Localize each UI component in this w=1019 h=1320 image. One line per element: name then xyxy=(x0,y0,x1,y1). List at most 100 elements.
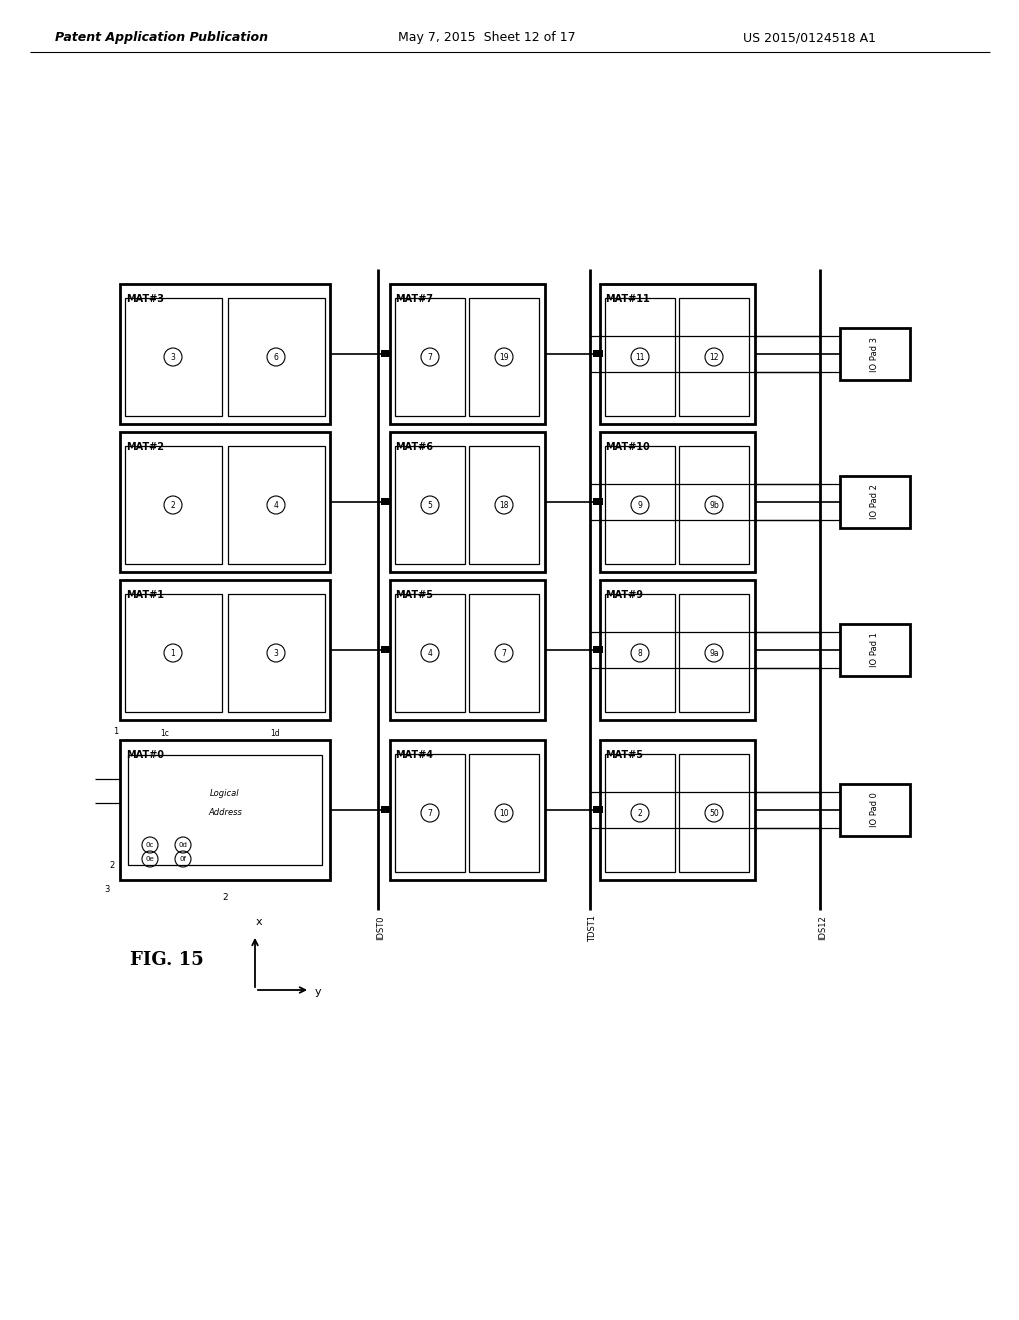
Bar xyxy=(381,350,390,356)
Text: IO Pad 3: IO Pad 3 xyxy=(869,337,878,371)
Text: MAT#4: MAT#4 xyxy=(394,750,433,760)
Text: Logical: Logical xyxy=(210,789,239,799)
Text: IDS12: IDS12 xyxy=(817,915,826,940)
Text: MAT#9: MAT#9 xyxy=(604,590,642,601)
Bar xyxy=(469,594,538,711)
Text: 0c: 0c xyxy=(146,842,154,847)
Bar xyxy=(679,754,748,873)
Text: MAT#5: MAT#5 xyxy=(604,750,642,760)
Bar xyxy=(394,298,465,416)
Text: IO Pad 1: IO Pad 1 xyxy=(869,632,878,668)
Text: 2: 2 xyxy=(110,861,115,870)
Text: MAT#6: MAT#6 xyxy=(394,442,433,451)
Text: 1c: 1c xyxy=(160,729,169,738)
Bar xyxy=(389,579,544,719)
Bar xyxy=(394,594,465,711)
Bar xyxy=(127,755,322,865)
Bar xyxy=(228,298,325,416)
Text: 19: 19 xyxy=(498,352,508,362)
Text: MAT#3: MAT#3 xyxy=(126,294,164,304)
Bar xyxy=(381,645,390,653)
Text: 9: 9 xyxy=(637,500,642,510)
Text: MAT#10: MAT#10 xyxy=(604,442,649,451)
Bar xyxy=(599,741,754,880)
Text: 7: 7 xyxy=(427,808,432,817)
Text: 3: 3 xyxy=(105,886,110,895)
Text: 12: 12 xyxy=(708,352,718,362)
Bar xyxy=(469,298,538,416)
Text: 8: 8 xyxy=(637,648,642,657)
Bar xyxy=(840,477,909,528)
Text: US 2015/0124518 A1: US 2015/0124518 A1 xyxy=(743,32,875,45)
Bar xyxy=(604,298,675,416)
Bar xyxy=(599,432,754,572)
Bar xyxy=(840,327,909,380)
Bar xyxy=(679,594,748,711)
Bar xyxy=(389,432,544,572)
Text: IO Pad 0: IO Pad 0 xyxy=(869,792,878,828)
Text: 5: 5 xyxy=(427,500,432,510)
Bar xyxy=(228,446,325,564)
Bar xyxy=(679,298,748,416)
Text: 3: 3 xyxy=(273,648,278,657)
Text: IDST0: IDST0 xyxy=(376,915,385,940)
Text: 11: 11 xyxy=(635,352,644,362)
Text: 6: 6 xyxy=(273,352,278,362)
Text: 18: 18 xyxy=(498,500,508,510)
Text: 7: 7 xyxy=(501,648,506,657)
Bar xyxy=(228,594,325,711)
Bar xyxy=(120,579,330,719)
Text: 1d: 1d xyxy=(270,729,279,738)
Bar xyxy=(394,446,465,564)
Bar xyxy=(840,624,909,676)
Text: x: x xyxy=(256,917,262,927)
Bar xyxy=(120,741,330,880)
Bar xyxy=(469,754,538,873)
Text: TDST1: TDST1 xyxy=(588,915,597,942)
Bar xyxy=(125,298,222,416)
Text: FIG. 15: FIG. 15 xyxy=(129,950,204,969)
Bar xyxy=(381,807,390,813)
Text: 0e: 0e xyxy=(146,855,154,862)
Text: 9b: 9b xyxy=(708,500,718,510)
Text: MAT#11: MAT#11 xyxy=(604,294,649,304)
Text: IO Pad 2: IO Pad 2 xyxy=(869,484,878,520)
Bar xyxy=(389,741,544,880)
Text: 3: 3 xyxy=(170,352,175,362)
Text: y: y xyxy=(315,987,321,997)
Bar xyxy=(394,754,465,873)
Text: 9a: 9a xyxy=(708,648,718,657)
Bar xyxy=(604,446,675,564)
Text: 2: 2 xyxy=(170,500,175,510)
Text: 0f: 0f xyxy=(179,855,186,862)
Text: 0d: 0d xyxy=(178,842,187,847)
Bar xyxy=(604,594,675,711)
Bar xyxy=(389,284,544,424)
Text: 4: 4 xyxy=(427,648,432,657)
Bar xyxy=(120,284,330,424)
Text: 2: 2 xyxy=(637,808,642,817)
Bar xyxy=(592,645,602,653)
Bar xyxy=(604,754,675,873)
Text: MAT#5: MAT#5 xyxy=(394,590,433,601)
Text: MAT#0: MAT#0 xyxy=(126,750,164,760)
Text: 1: 1 xyxy=(113,727,118,737)
Text: 10: 10 xyxy=(498,808,508,817)
Text: MAT#7: MAT#7 xyxy=(394,294,433,304)
Bar xyxy=(599,284,754,424)
Bar xyxy=(592,498,602,506)
Bar xyxy=(599,579,754,719)
Text: Address: Address xyxy=(208,808,242,817)
Text: 2: 2 xyxy=(222,894,227,903)
Text: Patent Application Publication: Patent Application Publication xyxy=(55,32,268,45)
Bar xyxy=(592,807,602,813)
Text: 1: 1 xyxy=(170,648,175,657)
Bar xyxy=(679,446,748,564)
Text: MAT#2: MAT#2 xyxy=(126,442,164,451)
Bar xyxy=(125,594,222,711)
Text: 7: 7 xyxy=(427,352,432,362)
Bar xyxy=(469,446,538,564)
Text: 4: 4 xyxy=(273,500,278,510)
Bar xyxy=(125,446,222,564)
Text: May 7, 2015  Sheet 12 of 17: May 7, 2015 Sheet 12 of 17 xyxy=(397,32,576,45)
